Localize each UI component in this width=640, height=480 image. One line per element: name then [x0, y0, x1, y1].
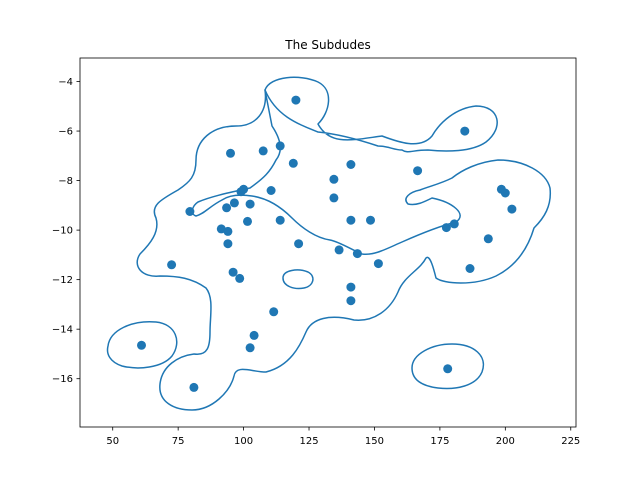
data-point	[346, 215, 356, 225]
data-point	[460, 126, 470, 136]
x-tick-label: 175	[430, 436, 449, 447]
y-tick-label: −8	[58, 176, 73, 187]
y-tick-label: −4	[58, 77, 73, 88]
x-tick-label: 200	[496, 436, 515, 447]
data-point	[483, 234, 493, 244]
y-axis: −4 −6 −8 −10 −12 −14 −16	[52, 77, 80, 385]
x-tick-label: 50	[106, 436, 119, 447]
data-point	[223, 226, 233, 236]
x-tick-label: 225	[561, 436, 580, 447]
data-point	[275, 215, 285, 225]
data-point	[269, 307, 279, 317]
data-point	[288, 158, 298, 168]
data-point	[352, 249, 362, 259]
x-tick-label: 150	[365, 436, 384, 447]
plot-frame	[79, 57, 577, 428]
data-point	[373, 259, 383, 269]
density-contours	[106, 76, 552, 411]
data-point	[245, 199, 255, 209]
data-point	[243, 216, 252, 226]
data-point	[413, 166, 423, 176]
data-point	[189, 382, 199, 392]
data-point	[245, 343, 255, 353]
data-point	[346, 296, 356, 306]
data-point	[291, 95, 301, 105]
data-point	[465, 264, 475, 273]
density-contour-right	[411, 343, 485, 390]
data-point	[441, 223, 451, 233]
data-point	[235, 273, 245, 283]
data-point	[228, 267, 238, 277]
data-point	[500, 188, 510, 198]
data-point	[334, 245, 344, 255]
data-point	[223, 239, 233, 249]
data-point	[329, 174, 339, 184]
data-point	[275, 141, 285, 151]
y-tick-label: −12	[52, 275, 73, 286]
data-point	[229, 198, 239, 208]
axes-frame	[79, 57, 577, 428]
data-point	[294, 239, 304, 249]
data-point	[226, 148, 235, 158]
density-contour-left	[106, 321, 178, 369]
data-point	[222, 203, 232, 213]
scatter-points	[137, 95, 517, 392]
x-axis: 50 75 100 125 150 175 200 225	[106, 427, 580, 447]
y-tick-label: −14	[52, 325, 73, 336]
data-point	[249, 330, 259, 340]
density-contour-main	[136, 89, 552, 411]
data-point	[266, 186, 276, 195]
x-tick-label: 100	[234, 436, 253, 447]
data-point	[167, 260, 177, 270]
data-point	[185, 207, 195, 216]
data-point	[449, 219, 459, 229]
data-point	[137, 340, 146, 350]
y-tick-label: −10	[52, 226, 73, 237]
x-tick-label: 125	[299, 436, 318, 447]
data-point	[258, 146, 268, 156]
data-point	[507, 204, 517, 214]
data-point	[366, 215, 375, 225]
density-contour-main	[264, 76, 498, 153]
density-contour-small	[282, 269, 314, 290]
data-point	[346, 282, 356, 292]
data-point	[443, 364, 453, 374]
x-tick-label: 75	[172, 436, 185, 447]
y-tick-label: −16	[52, 374, 73, 385]
data-point	[346, 160, 356, 169]
chart-title: The Subdudes	[284, 38, 370, 52]
data-point	[329, 193, 339, 203]
data-point	[239, 184, 249, 194]
y-tick-label: −6	[58, 127, 73, 138]
